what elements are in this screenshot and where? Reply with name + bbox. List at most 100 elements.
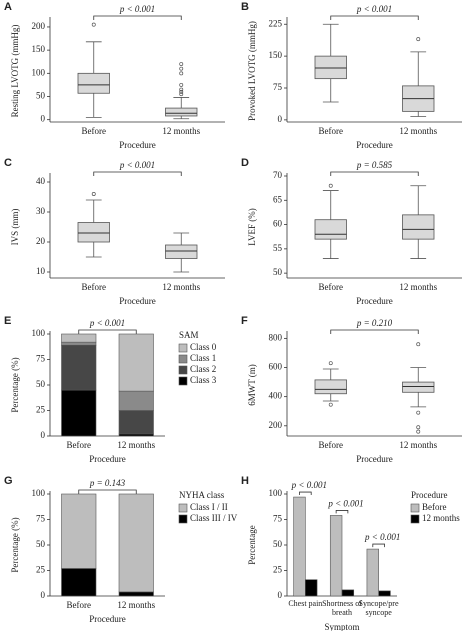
y-tick-label: 75: [273, 514, 283, 524]
x-tick-label: Chest pain: [288, 599, 323, 608]
y-tick-label: 200: [269, 420, 283, 430]
outlier: [416, 410, 421, 415]
outlier: [328, 183, 333, 188]
bar-segment: [118, 493, 154, 593]
significance-bracket: [93, 15, 182, 20]
y-tick-label: 0: [278, 590, 283, 600]
y-tick-label: 60: [273, 219, 283, 229]
x-tick-label: Before: [82, 282, 107, 292]
panel-label: D: [241, 157, 249, 169]
x-axis-label: Procedure: [356, 140, 392, 150]
annotation: p = 0.143: [89, 478, 126, 488]
annotation: p < 0.001: [291, 480, 327, 490]
bar-segment: [118, 591, 154, 597]
y-tick-label: 65: [273, 194, 283, 204]
y-tick-label: 50: [273, 539, 283, 549]
bar: [341, 589, 355, 597]
y-tick-label: 25: [36, 405, 46, 415]
y-axis-label: Percentage: [247, 525, 257, 564]
panel: A 0 50 100 150 200 Resting LVOTG (mmHg) Procedu…: [4, 1, 225, 150]
significance-bracket: [330, 15, 419, 20]
x-tick-label: 12 months: [399, 282, 437, 292]
legend-label: Class I / II: [190, 502, 228, 512]
legend-title: NYHA class: [179, 490, 225, 500]
outlier: [179, 89, 184, 94]
box: [77, 72, 110, 94]
outlier: [328, 361, 333, 366]
significance-bracket: [330, 171, 419, 176]
x-tick-label-box: Syncope/pre-syncope: [358, 599, 399, 617]
annotation: p < 0.001: [119, 160, 155, 170]
legend-label: Before: [422, 502, 447, 512]
bar-segment: [118, 390, 154, 411]
significance-bracket: [93, 171, 182, 176]
legend-swatch: [178, 514, 188, 524]
y-tick-label: 10: [36, 266, 46, 276]
legend-label: 12 months: [422, 513, 460, 523]
panel-label: G: [4, 475, 13, 487]
bar: [329, 515, 343, 597]
x-tick-label: Before: [319, 126, 344, 136]
annotation: p < 0.001: [89, 318, 125, 328]
x-tick-label: Before: [82, 126, 107, 136]
bar: [293, 496, 306, 597]
x-tick-label: 12 months: [117, 440, 155, 450]
x-tick-label: Syncope/pre-syncope: [358, 599, 399, 617]
annotation: p = 0.210: [356, 318, 393, 328]
outlier: [179, 92, 184, 97]
x-tick-label: Before: [319, 282, 344, 292]
x-tick-label: 12 months: [162, 282, 200, 292]
y-axis-label: Provoked LVOTG (mmHg): [247, 21, 257, 121]
y-tick-label: 0: [41, 590, 46, 600]
annotation: p = 0.585: [356, 160, 393, 170]
panel-label: E: [4, 315, 11, 327]
bar-segment: [118, 433, 154, 437]
y-tick-label: 55: [273, 243, 283, 253]
x-axis-label: Procedure: [89, 454, 125, 464]
y-tick-label: 200: [32, 21, 46, 31]
annotation: p < 0.001: [119, 4, 155, 14]
annotation: p < 0.001: [364, 532, 400, 542]
bar-segment: [118, 410, 154, 435]
x-tick-label: Shortness of breath: [322, 599, 362, 617]
x-tick-label: Before: [319, 440, 344, 450]
outlier: [179, 62, 184, 66]
significance-bracket: [372, 543, 385, 548]
y-tick-label: 50: [36, 539, 46, 549]
legend-title: SAM: [179, 330, 199, 340]
legend-swatch: [410, 503, 420, 513]
panel-label: C: [4, 157, 12, 169]
bar-segment: [118, 333, 154, 392]
outlier: [179, 66, 184, 71]
box: [77, 222, 110, 243]
box: [314, 219, 347, 240]
outlier: [416, 429, 421, 434]
y-tick-label: 40: [36, 176, 46, 186]
y-tick-label: 70: [273, 170, 283, 180]
legend-swatch: [178, 376, 188, 386]
y-tick-label: 50: [273, 267, 283, 277]
y-tick-label: 0: [41, 430, 46, 440]
panel-label: H: [241, 475, 249, 487]
y-axis-label: Percentage (%): [10, 517, 20, 572]
annotation: p < 0.001: [356, 4, 392, 14]
y-axis-label: 6MWT (m): [247, 364, 257, 406]
y-tick-label: 150: [32, 44, 46, 54]
box: [165, 244, 198, 259]
box: [402, 214, 435, 240]
outlier: [91, 192, 96, 196]
x-tick-label: 12 months: [399, 126, 437, 136]
x-tick-label: Before: [67, 440, 92, 450]
outlier: [179, 82, 184, 87]
y-axis-label: Percentage (%): [10, 357, 20, 412]
x-tick-label: 12 months: [399, 440, 437, 450]
legend-title: Procedure: [411, 490, 447, 500]
bar-segment: [61, 493, 97, 569]
bar-segment: [61, 344, 97, 391]
legend-swatch: [178, 365, 188, 375]
y-tick-label: 800: [269, 332, 283, 342]
significance-bracket: [330, 329, 419, 334]
significance-bracket: [335, 510, 349, 514]
x-tick-label: 12 months: [162, 126, 200, 136]
